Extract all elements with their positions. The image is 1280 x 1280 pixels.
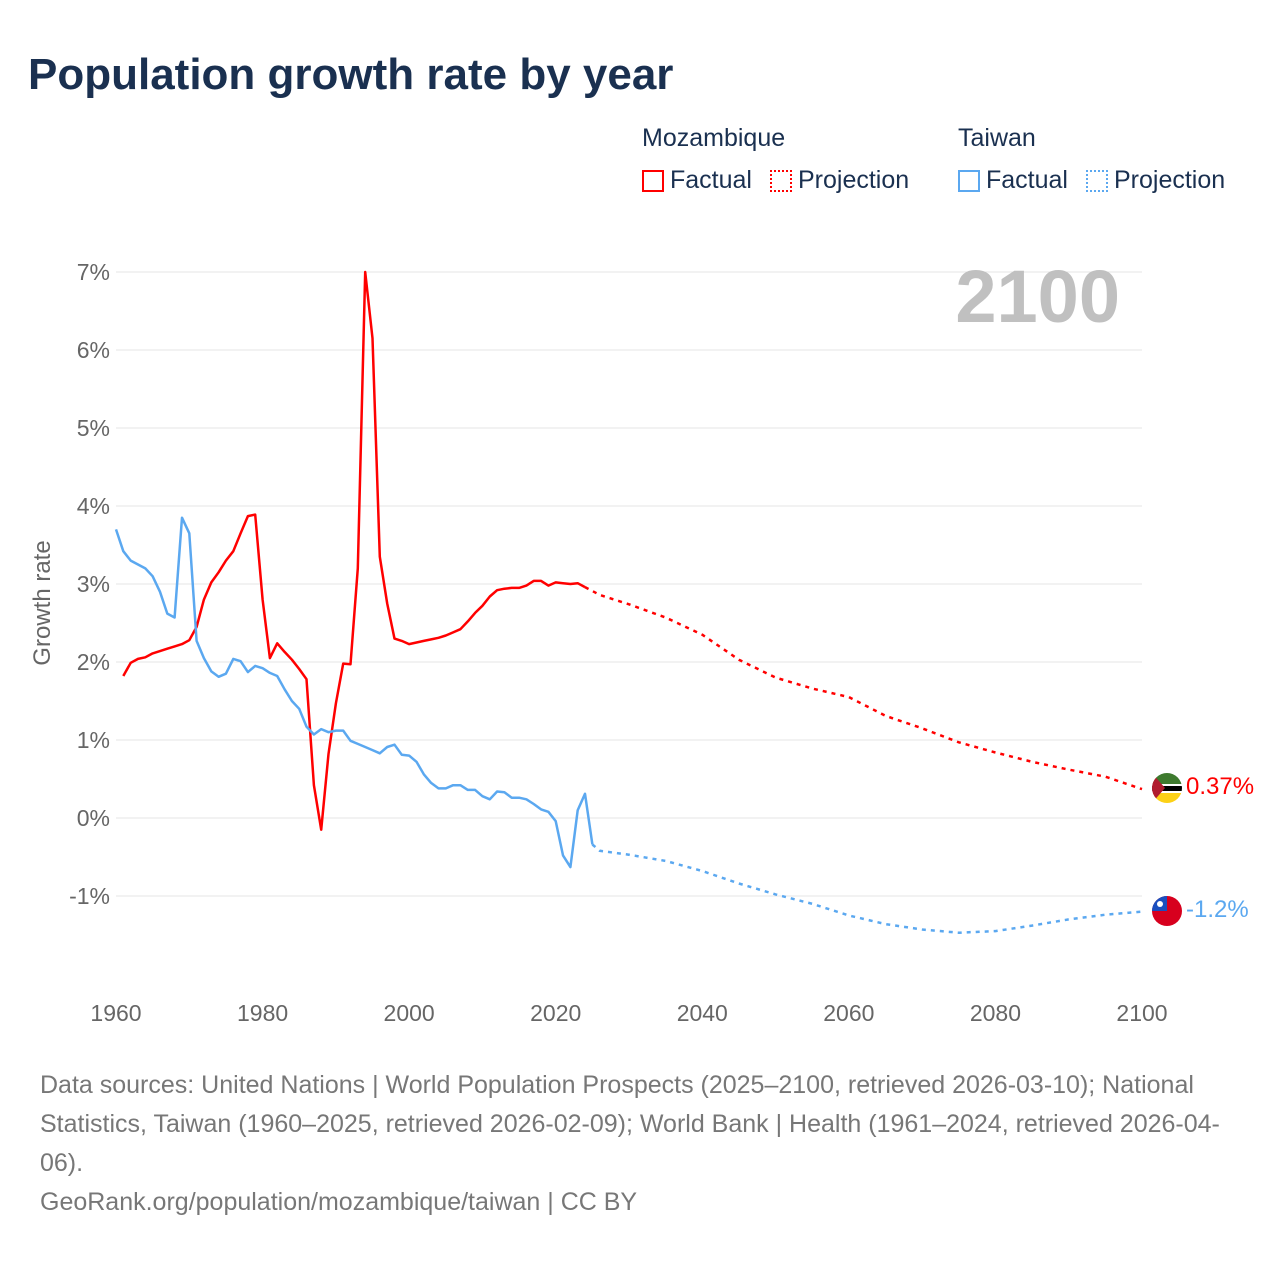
x-tick-label: 2040 [677, 1000, 728, 1026]
mozambique-flag-icon [1152, 773, 1182, 803]
legend-taiwan-factual[interactable]: Factual [958, 166, 1068, 195]
taiwan-flag-icon [1152, 896, 1182, 926]
data-sources: Data sources: United Nations | World Pop… [40, 1071, 1220, 1177]
series-line-mozambique-projection [584, 585, 1143, 791]
year-label: 2100 [955, 255, 1120, 338]
line-chart: -1% 0% 1% 2% 3% 4% 5% 6% 7% 1960 1980 2000 2020 2040 2… [29, 255, 1168, 1026]
x-tick-label: 2100 [1116, 1000, 1167, 1026]
dotted-swatch-icon [769, 169, 792, 192]
series-line-taiwan-projection [591, 843, 1143, 934]
y-tick-label: 6% [77, 337, 110, 363]
series-line-taiwan-factual [114, 516, 594, 869]
legend-group-taiwan: Taiwan Factual Projection [958, 124, 1225, 194]
x-tick-label: 2020 [530, 1000, 581, 1026]
x-tick-label: 2060 [823, 1000, 874, 1026]
legend-mozambique-projection[interactable]: Projection [769, 166, 910, 195]
chart-title: Population growth rate by year [28, 50, 674, 99]
legend-label: Projection [1113, 166, 1226, 194]
legend-group-mozambique: Mozambique Factual Projection [642, 124, 909, 194]
series-line-mozambique-factual [122, 270, 586, 831]
solid-swatch-icon [958, 169, 980, 192]
footer: Data sources: United Nations | World Pop… [40, 1066, 1250, 1222]
y-tick-label: -1% [69, 883, 110, 909]
x-tick-label: 1980 [237, 1000, 288, 1026]
legend-country-taiwan: Taiwan [958, 124, 1036, 152]
y-tick-label: 3% [77, 571, 110, 597]
taiwan-end-value: -1.2% [1186, 896, 1249, 923]
solid-swatch-icon [642, 169, 664, 192]
x-tick-label: 1960 [90, 1000, 141, 1026]
dotted-swatch-icon [1085, 169, 1108, 192]
legend-label: Factual [670, 166, 752, 194]
x-tick-label: 2080 [970, 1000, 1021, 1026]
legend-country-mozambique: Mozambique [642, 124, 786, 152]
legend-label: Projection [797, 166, 910, 194]
x-tick-label: 2000 [384, 1000, 435, 1026]
legend-mozambique-factual[interactable]: Factual [642, 166, 752, 195]
mozambique-end-value: 0.37% [1186, 773, 1255, 800]
credit-link[interactable]: GeoRank.org/population/mozambique/taiwan… [40, 1188, 638, 1216]
y-tick-label: 4% [77, 493, 110, 519]
y-tick-label: 2% [77, 649, 110, 675]
y-tick-label: 5% [77, 415, 110, 441]
legend-taiwan-projection[interactable]: Projection [1085, 166, 1226, 195]
y-axis-label: Growth rate [29, 540, 56, 665]
y-tick-label: 0% [77, 805, 110, 831]
y-tick-label: 7% [77, 259, 110, 285]
legend-label: Factual [986, 166, 1068, 194]
y-tick-label: 1% [77, 727, 110, 753]
